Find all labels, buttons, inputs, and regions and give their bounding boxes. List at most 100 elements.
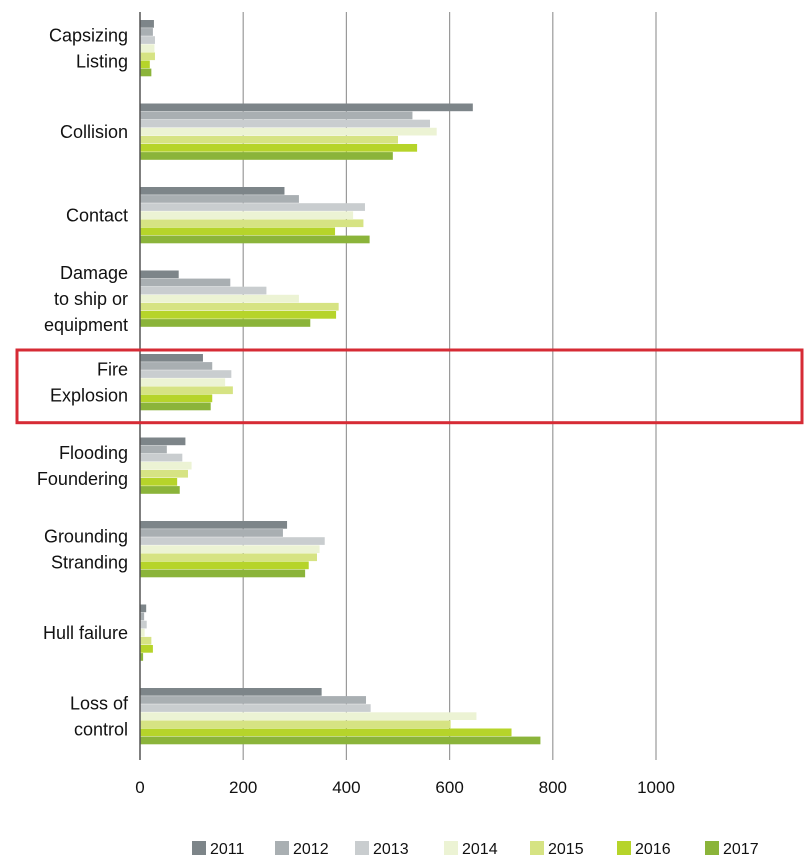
tick-label-0: 0 (135, 778, 144, 797)
bar-2011-cat-6 (140, 521, 288, 529)
bar-2015-cat-0 (140, 52, 155, 61)
legend-label-2013: 2013 (373, 841, 409, 858)
bar-2015-cat-4 (140, 386, 233, 395)
category-label-6-line-0: Grounding (44, 526, 128, 546)
bar-2017-cat-0 (140, 68, 152, 77)
bar-2015-cat-5 (140, 469, 188, 478)
bar-2014-cat-0 (140, 44, 155, 52)
category-label-1-line-0: Collision (60, 122, 128, 142)
bar-2011-cat-0 (140, 20, 154, 28)
category-label-5-line-0: Flooding (59, 443, 128, 463)
bar-2012-cat-6 (140, 529, 283, 537)
bar-2017-cat-1 (140, 152, 393, 160)
bar-2016-cat-5 (140, 478, 178, 486)
bar-2011-cat-4 (140, 354, 203, 362)
category-label-7-line-0: Hull failure (43, 623, 128, 643)
bar-2015-cat-6 (140, 553, 317, 562)
bar-2012-cat-0 (140, 28, 153, 36)
bars (140, 20, 541, 745)
category-label-5-line-1: Foundering (37, 469, 128, 489)
bar-2015-cat-2 (140, 219, 364, 228)
tick-label-200: 200 (229, 778, 257, 797)
bar-2014-cat-2 (140, 211, 354, 219)
category-label-6-line-1: Stranding (51, 552, 128, 572)
legend-label-2014: 2014 (462, 841, 498, 858)
tick-label-1000: 1000 (637, 778, 675, 797)
category-label-8-line-0: Loss of (70, 693, 129, 713)
category-label-0-line-1: Listing (76, 51, 128, 71)
tick-label-400: 400 (332, 778, 360, 797)
category-label-2-line-0: Contact (66, 205, 128, 225)
bar-2017-cat-6 (140, 569, 306, 578)
highlight-box (15, 348, 804, 425)
bar-2016-cat-3 (140, 311, 337, 319)
bar-2016-cat-8 (140, 728, 512, 737)
tick-label-600: 600 (435, 778, 463, 797)
legend-swatch-2013 (355, 841, 369, 855)
bar-2013-cat-0 (140, 36, 155, 44)
bar-2017-cat-2 (140, 235, 370, 244)
bar-2016-cat-6 (140, 561, 309, 570)
category-label-3-line-1: to ship or (54, 289, 128, 309)
bar-2013-cat-5 (140, 453, 183, 462)
legend-label-2011: 2011 (210, 841, 245, 858)
category-label-8-line-1: control (74, 719, 128, 739)
bar-2014-cat-5 (140, 461, 192, 470)
tick-label-800: 800 (539, 778, 567, 797)
legend: 2011 2012 2013 2014 2015 2016 2017 (192, 841, 759, 858)
bar-2015-cat-8 (140, 720, 451, 729)
bar-2017-cat-4 (140, 402, 211, 411)
bar-2017-cat-3 (140, 319, 311, 327)
category-label-3-line-0: Damage (60, 263, 128, 283)
bar-2011-cat-8 (140, 688, 322, 696)
bar-2014-cat-4 (140, 378, 226, 386)
bar-2017-cat-7 (140, 653, 144, 661)
category-labels: Capsizing Listing Collision Contact Damage to… (37, 25, 129, 739)
bar-2011-cat-2 (140, 187, 285, 195)
legend-swatch-2011 (192, 841, 206, 855)
bar-2012-cat-3 (140, 278, 231, 287)
bar-2017-cat-8 (140, 736, 541, 745)
bar-2014-cat-3 (140, 294, 299, 303)
bar-2017-cat-5 (140, 486, 180, 494)
bar-2011-cat-1 (140, 103, 473, 112)
bar-2016-cat-7 (140, 645, 153, 653)
legend-swatch-2015 (530, 841, 544, 855)
bar-2012-cat-1 (140, 111, 413, 120)
bar-2012-cat-7 (140, 612, 145, 621)
bar-2015-cat-7 (140, 636, 152, 645)
legend-label-2015: 2015 (548, 841, 584, 858)
bar-2012-cat-2 (140, 195, 299, 203)
bar-2013-cat-2 (140, 203, 365, 211)
legend-label-2017: 2017 (723, 841, 759, 858)
legend-swatch-2014 (444, 841, 458, 855)
legend-swatch-2012 (275, 841, 289, 855)
category-label-3-line-2: equipment (44, 315, 128, 335)
bar-2015-cat-3 (140, 302, 339, 311)
bar-2012-cat-5 (140, 445, 167, 454)
category-label-4-line-1: Explosion (50, 385, 128, 405)
legend-swatch-2017 (705, 841, 719, 855)
category-label-0-line-0: Capsizing (49, 25, 128, 45)
bar-2013-cat-4 (140, 370, 232, 378)
bar-2016-cat-1 (140, 144, 418, 152)
bar-2015-cat-1 (140, 135, 398, 144)
legend-label-2016: 2016 (635, 841, 671, 858)
bar-2011-cat-7 (140, 604, 147, 613)
bar-2013-cat-1 (140, 119, 430, 128)
x-tick-labels: 0 200 400 600 800 1000 (135, 778, 675, 797)
category-label-4-line-0: Fire (97, 359, 128, 379)
legend-label-2012: 2012 (293, 841, 329, 858)
bar-2014-cat-8 (140, 712, 477, 720)
bar-2012-cat-8 (140, 696, 367, 704)
bar-2013-cat-7 (140, 620, 147, 629)
bar-2014-cat-6 (140, 545, 320, 553)
bar-2016-cat-4 (140, 394, 213, 403)
bar-2016-cat-2 (140, 227, 336, 236)
bar-2012-cat-4 (140, 362, 213, 370)
bar-2014-cat-7 (140, 628, 145, 637)
legend-swatch-2016 (617, 841, 631, 855)
bar-2011-cat-5 (140, 437, 186, 446)
bar-2013-cat-6 (140, 537, 325, 545)
bar-2016-cat-0 (140, 60, 150, 69)
